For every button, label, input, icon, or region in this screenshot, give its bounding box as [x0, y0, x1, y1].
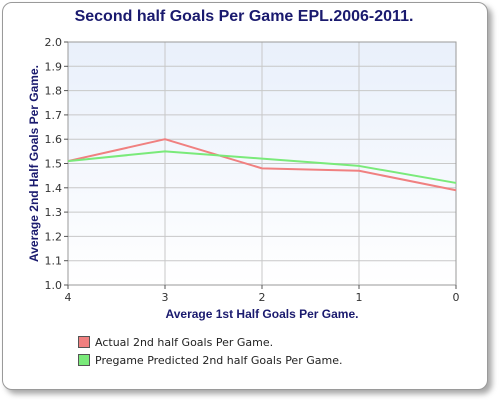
- y-tick-label: 1.7: [45, 109, 63, 122]
- legend-swatch-actual: [78, 336, 90, 348]
- y-tick-label: 1.1: [45, 255, 63, 268]
- y-tick-label: 1.2: [45, 230, 63, 243]
- y-tick-label: 1.5: [45, 158, 63, 171]
- y-axis-label: Average 2nd Half Goals Per Game.: [27, 65, 41, 262]
- y-tick-label: 1.9: [45, 60, 63, 73]
- y-tick-label: 1.6: [45, 133, 63, 146]
- x-axis-ticks: 4 3 2 1 0: [65, 285, 460, 304]
- y-tick-label: 1.4: [45, 182, 63, 195]
- legend-item-predicted[interactable]: Pregame Predicted 2nd half Goals Per Gam…: [78, 351, 342, 369]
- chart-title: Second half Goals Per Game EPL.2006-2011…: [74, 8, 414, 25]
- legend-label-predicted: Pregame Predicted 2nd half Goals Per Gam…: [95, 353, 343, 367]
- x-axis-label: Average 1st Half Goals Per Game.: [166, 307, 359, 321]
- legend: Actual 2nd half Goals Per Game. Pregame …: [78, 333, 342, 369]
- x-tick-label: 0: [453, 291, 460, 304]
- x-tick-label: 4: [65, 291, 72, 304]
- y-axis-ticks: 1.0 1.1 1.2 1.3 1.4 1.5 1.6 1.7 1.8 1.9 2.0: [45, 36, 68, 292]
- x-tick-label: 2: [259, 291, 266, 304]
- x-tick-label: 3: [162, 291, 169, 304]
- y-tick-label: 1.3: [45, 206, 63, 219]
- y-tick-label: 1.0: [45, 279, 63, 292]
- y-tick-label: 1.8: [45, 85, 63, 98]
- series-line-predicted: [67, 150, 457, 184]
- y-tick-label: 2.0: [45, 36, 63, 49]
- legend-swatch-predicted: [78, 354, 90, 366]
- x-tick-label: 1: [356, 291, 363, 304]
- series-line-actual: [67, 138, 457, 192]
- series-lines: [67, 138, 457, 192]
- legend-label-actual: Actual 2nd half Goals Per Game.: [95, 335, 274, 349]
- legend-item-actual[interactable]: Actual 2nd half Goals Per Game.: [78, 333, 342, 351]
